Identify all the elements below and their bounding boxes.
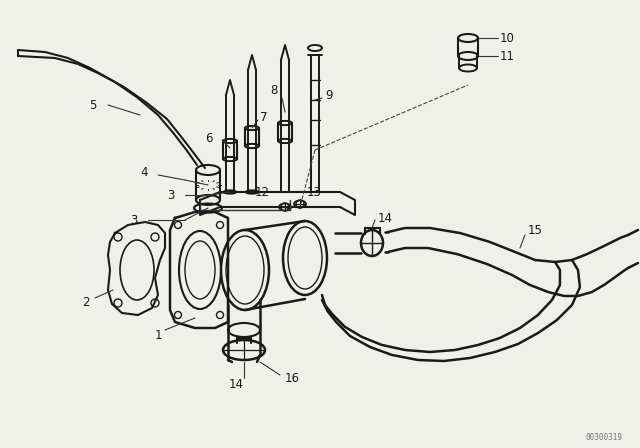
- Text: 7: 7: [260, 111, 268, 124]
- Text: 15: 15: [528, 224, 543, 237]
- Text: 12: 12: [255, 185, 270, 198]
- Text: 1: 1: [155, 328, 163, 341]
- Text: 13: 13: [307, 185, 322, 198]
- Text: 00300319: 00300319: [585, 433, 622, 442]
- Text: 14: 14: [378, 211, 393, 224]
- Text: 5: 5: [88, 99, 96, 112]
- Text: 2: 2: [82, 296, 90, 309]
- Text: 16: 16: [285, 371, 300, 384]
- Text: 3: 3: [168, 189, 175, 202]
- Text: 6: 6: [205, 132, 213, 145]
- Text: 9: 9: [325, 89, 333, 102]
- Text: 8: 8: [270, 83, 277, 96]
- Text: 10: 10: [500, 31, 515, 44]
- Text: 11: 11: [500, 49, 515, 63]
- Text: 3: 3: [131, 214, 138, 227]
- Text: 4: 4: [141, 165, 148, 178]
- Text: 14: 14: [228, 378, 243, 391]
